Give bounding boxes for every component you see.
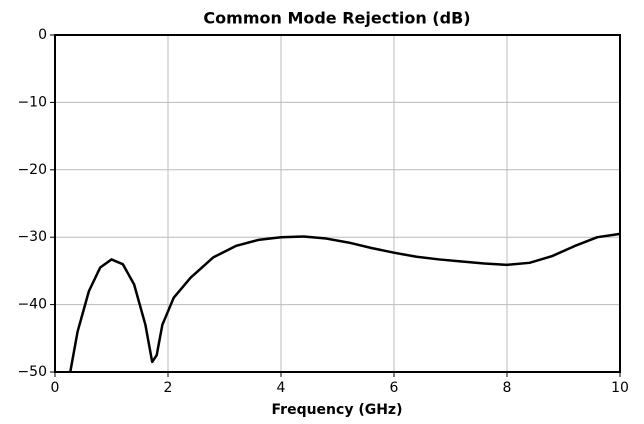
y-tick-label: −10	[17, 94, 47, 110]
x-axis-label: Frequency (GHz)	[272, 402, 403, 418]
x-tick-label: 6	[390, 380, 399, 396]
x-tick-label: 0	[51, 380, 60, 396]
y-tick-label: 0	[38, 27, 47, 43]
x-tick-label: 8	[503, 380, 512, 396]
x-tick-label: 4	[277, 380, 286, 396]
plot-frame	[54, 34, 621, 373]
data-line	[69, 232, 621, 373]
y-tick-label: −20	[17, 162, 47, 178]
y-tick-label: −40	[17, 297, 47, 313]
y-tick-label: −30	[17, 229, 47, 245]
x-tick-label: 10	[611, 380, 629, 396]
y-tick-label: −50	[17, 364, 47, 380]
chart-title: Common Mode Rejection (dB)	[203, 9, 470, 28]
x-tick-label: 2	[164, 380, 173, 396]
